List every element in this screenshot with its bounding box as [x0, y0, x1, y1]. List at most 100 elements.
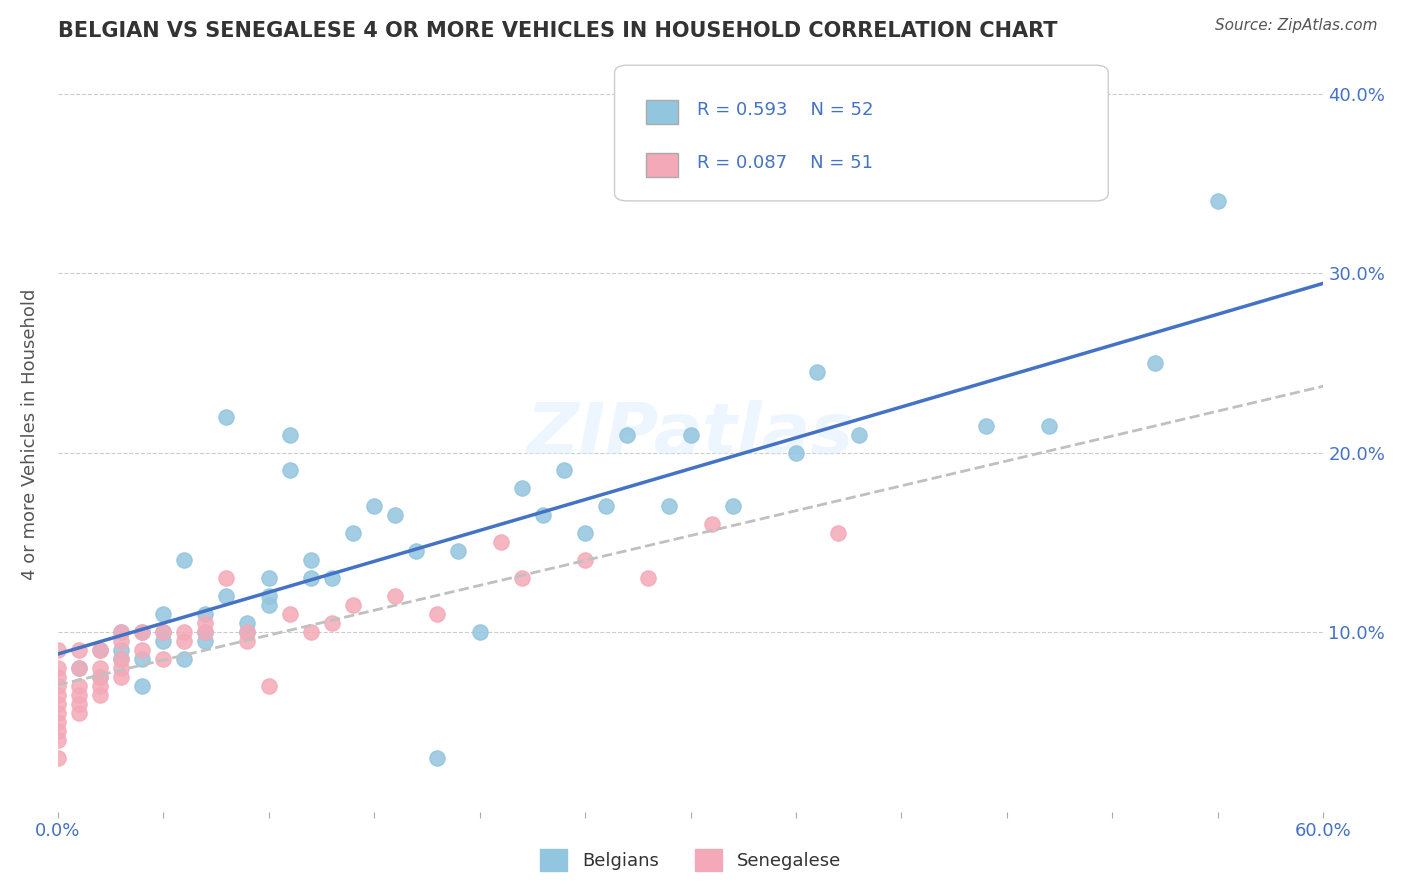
Point: [89, 679, 111, 693]
Point: [278, 427, 301, 442]
Point: [299, 625, 322, 640]
Point: [679, 427, 702, 442]
Point: [468, 625, 491, 640]
Point: [131, 679, 153, 693]
Point: [1143, 356, 1166, 370]
FancyBboxPatch shape: [614, 65, 1108, 201]
Point: [426, 750, 449, 764]
Point: [46, 723, 69, 738]
Point: [321, 571, 343, 585]
Point: [46, 750, 69, 764]
Point: [152, 607, 174, 621]
Text: R = 0.593    N = 52: R = 0.593 N = 52: [697, 102, 873, 120]
Point: [131, 625, 153, 640]
Point: [110, 625, 132, 640]
Point: [257, 589, 280, 603]
Point: [67, 706, 90, 720]
Point: [46, 732, 69, 747]
Point: [46, 670, 69, 684]
Point: [194, 607, 217, 621]
Point: [363, 500, 385, 514]
Point: [384, 508, 406, 523]
Point: [46, 643, 69, 657]
Point: [489, 535, 512, 549]
Point: [595, 500, 617, 514]
Point: [806, 365, 828, 379]
Y-axis label: 4 or more Vehicles in Household: 4 or more Vehicles in Household: [21, 289, 39, 581]
Point: [1038, 418, 1060, 433]
Point: [510, 571, 533, 585]
Point: [152, 625, 174, 640]
Point: [89, 661, 111, 675]
Point: [974, 418, 997, 433]
Point: [89, 643, 111, 657]
Point: [110, 652, 132, 666]
Point: [194, 625, 217, 640]
Point: [131, 652, 153, 666]
Point: [257, 598, 280, 612]
Point: [721, 500, 744, 514]
Point: [194, 615, 217, 630]
Point: [46, 714, 69, 729]
Legend: Belgians, Senegalese: Belgians, Senegalese: [533, 841, 848, 878]
Point: [510, 482, 533, 496]
Point: [152, 652, 174, 666]
Point: [342, 526, 364, 541]
Point: [574, 553, 596, 567]
Point: [173, 553, 195, 567]
Point: [342, 598, 364, 612]
Point: [236, 625, 259, 640]
Point: [194, 634, 217, 648]
Point: [616, 427, 638, 442]
Point: [215, 571, 238, 585]
Text: Source: ZipAtlas.com: Source: ZipAtlas.com: [1215, 18, 1378, 33]
Point: [405, 544, 427, 558]
Point: [299, 571, 322, 585]
Point: [194, 625, 217, 640]
Point: [46, 679, 69, 693]
Point: [215, 409, 238, 424]
Point: [131, 625, 153, 640]
Point: [321, 615, 343, 630]
Point: [426, 607, 449, 621]
Point: [110, 652, 132, 666]
Point: [299, 553, 322, 567]
Point: [67, 697, 90, 711]
Point: [574, 526, 596, 541]
Bar: [647, 100, 678, 124]
Point: [67, 643, 90, 657]
Point: [700, 517, 723, 532]
Point: [89, 670, 111, 684]
Point: [447, 544, 470, 558]
Point: [67, 679, 90, 693]
Point: [531, 508, 554, 523]
Point: [67, 688, 90, 702]
Point: [278, 463, 301, 477]
Point: [46, 661, 69, 675]
Point: [215, 589, 238, 603]
Point: [110, 670, 132, 684]
Point: [46, 697, 69, 711]
Text: R = 0.087    N = 51: R = 0.087 N = 51: [697, 154, 873, 172]
Point: [67, 661, 90, 675]
Point: [46, 706, 69, 720]
Point: [110, 643, 132, 657]
Point: [173, 634, 195, 648]
Point: [173, 652, 195, 666]
Point: [848, 427, 870, 442]
Point: [658, 500, 681, 514]
Point: [257, 679, 280, 693]
Point: [89, 670, 111, 684]
Point: [236, 615, 259, 630]
Point: [236, 625, 259, 640]
Point: [1206, 194, 1229, 209]
Point: [67, 661, 90, 675]
Point: [46, 688, 69, 702]
Point: [827, 526, 849, 541]
Text: BELGIAN VS SENEGALESE 4 OR MORE VEHICLES IN HOUSEHOLD CORRELATION CHART: BELGIAN VS SENEGALESE 4 OR MORE VEHICLES…: [58, 21, 1057, 41]
Point: [637, 571, 659, 585]
Bar: [647, 153, 678, 177]
Point: [785, 445, 807, 459]
Point: [110, 625, 132, 640]
Point: [110, 634, 132, 648]
